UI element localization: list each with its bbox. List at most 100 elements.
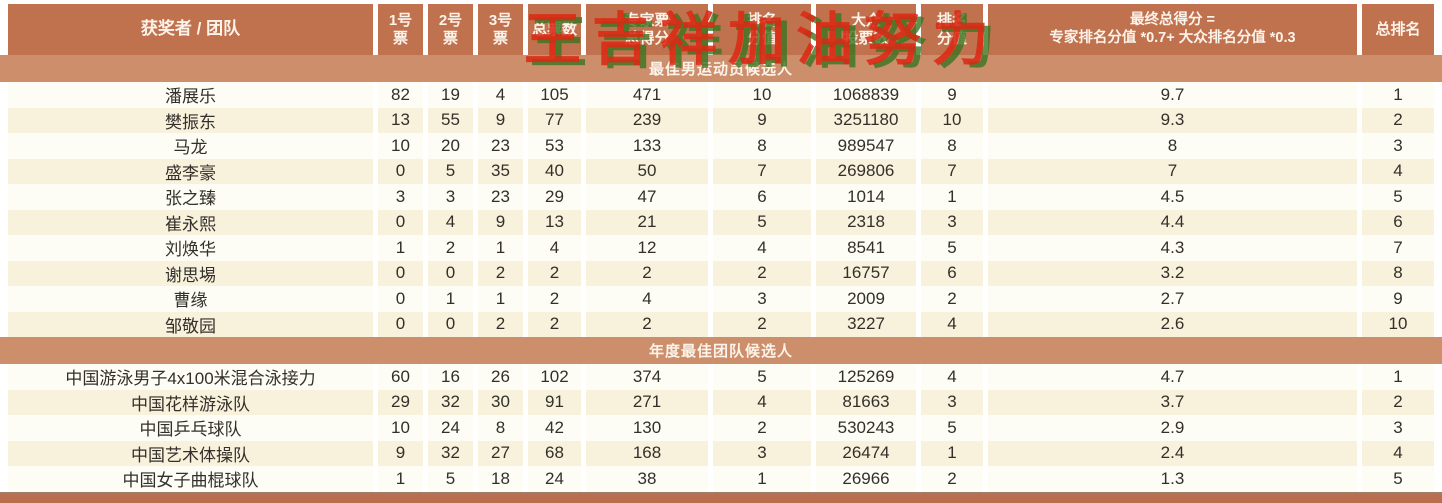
value-cell: 10 [378,133,423,159]
value-cell: 24 [428,415,473,441]
name-cell: 中国女子曲棍球队 [8,466,373,492]
next-section-band-partial [0,491,1442,503]
value-cell: 3 [921,389,983,415]
value-cell: 0 [378,260,423,286]
value-cell: 374 [586,364,708,390]
voting-table: 获奖者 / 团队 1号票 2号票 3号票总票数 专家票 总得分 排名 分值 大众 投票数 排名 分值最… [0,4,1442,503]
name-cell: 曹缘 [8,286,373,312]
value-cell: 4 [428,209,473,235]
value-cell: 47 [586,184,708,210]
value-cell: 77 [528,107,581,133]
value-cell: 5 [921,235,983,261]
value-cell: 1068839 [816,82,916,108]
value-cell: 239 [586,107,708,133]
value-cell: 24 [528,466,581,492]
value-cell: 32 [428,440,473,466]
value-cell: 9 [478,209,523,235]
value-cell: 1 [921,184,983,210]
value-cell: 5 [713,364,811,390]
table-row: 樊振东 13 55 9 77 239 9 3251180 10 9.3 2 [0,107,1442,133]
value-cell: 271 [586,389,708,415]
header-cell-vote2: 2号票 [428,4,473,55]
name-cell: 中国艺术体操队 [8,440,373,466]
name-cell: 樊振东 [8,107,373,133]
value-cell: 0 [428,311,473,337]
value-cell: 13 [378,107,423,133]
value-cell: 5 [1362,184,1434,210]
value-cell: 32 [428,389,473,415]
value-cell: 55 [428,107,473,133]
value-cell: 8 [713,133,811,159]
value-cell: 3251180 [816,107,916,133]
value-cell: 4 [1362,158,1434,184]
value-cell: 5 [428,466,473,492]
value-cell: 4.7 [988,364,1357,390]
value-cell: 1 [378,466,423,492]
header-cell-final-score: 最终总得分 = 专家排名分值 *0.7+ 大众排名分值 *0.3 [988,4,1357,55]
value-cell: 3.2 [988,260,1357,286]
value-cell: 8541 [816,235,916,261]
value-cell: 8 [921,133,983,159]
value-cell: 2 [713,311,811,337]
value-cell: 2 [713,415,811,441]
value-cell: 2.6 [988,311,1357,337]
value-cell: 20 [428,133,473,159]
value-cell: 3 [1362,415,1434,441]
table-row: 潘展乐 82 19 4 105 471 10 1068839 9 9.7 1 [0,82,1442,108]
name-cell: 马龙 [8,133,373,159]
value-cell: 40 [528,158,581,184]
value-cell: 9 [1362,286,1434,312]
table-row: 张之臻 3 3 23 29 47 6 1014 1 4.5 5 [0,184,1442,210]
value-cell: 81663 [816,389,916,415]
value-cell: 1 [713,466,811,492]
table-row: 中国乒乓球队 10 24 8 42 130 2 530243 5 2.9 3 [0,415,1442,441]
header-cell-overall-rank: 总排名 [1362,4,1434,55]
value-cell: 1.3 [988,466,1357,492]
value-cell: 2009 [816,286,916,312]
table-row: 马龙 10 20 23 53 133 8 989547 8 8 3 [0,133,1442,159]
value-cell: 29 [528,184,581,210]
value-cell: 5 [921,415,983,441]
table-row: 中国花样游泳队 29 32 30 91 271 4 81663 3 3.7 2 [0,389,1442,415]
table-row: 曹缘 0 1 1 2 4 3 2009 2 2.7 9 [0,286,1442,312]
value-cell: 2 [713,260,811,286]
value-cell: 10 [378,415,423,441]
section-title-1: 最佳男运动员候选人 [0,55,1442,82]
value-cell: 4.4 [988,209,1357,235]
name-cell: 中国乒乓球队 [8,415,373,441]
value-cell: 130 [586,415,708,441]
value-cell: 9 [713,107,811,133]
value-cell: 3 [921,209,983,235]
value-cell: 4 [528,235,581,261]
value-cell: 5 [428,158,473,184]
value-cell: 19 [428,82,473,108]
value-cell: 2 [921,286,983,312]
value-cell: 10 [921,107,983,133]
name-cell: 张之臻 [8,184,373,210]
value-cell: 1 [378,235,423,261]
value-cell: 1 [1362,82,1434,108]
value-cell: 53 [528,133,581,159]
header-cell-expert-score: 专家票 总得分 [586,4,708,55]
value-cell: 105 [528,82,581,108]
value-cell: 0 [378,158,423,184]
value-cell: 0 [378,311,423,337]
value-cell: 0 [378,286,423,312]
value-cell: 989547 [816,133,916,159]
value-cell: 2 [478,260,523,286]
value-cell: 42 [528,415,581,441]
value-cell: 12 [586,235,708,261]
value-cell: 2.7 [988,286,1357,312]
value-cell: 2 [528,311,581,337]
header-cell-public-rank-score: 排名 分值 [921,4,983,55]
table-row: 中国女子曲棍球队 1 5 18 24 38 1 26966 2 1.3 5 [0,466,1442,492]
value-cell: 3 [428,184,473,210]
value-cell: 8 [988,133,1357,159]
value-cell: 8 [478,415,523,441]
name-cell: 中国游泳男子4x100米混合泳接力 [8,364,373,390]
header-cell-public-votes: 大众 投票数 [816,4,916,55]
value-cell: 26 [478,364,523,390]
value-cell: 38 [586,466,708,492]
name-cell: 刘焕华 [8,235,373,261]
value-cell: 68 [528,440,581,466]
